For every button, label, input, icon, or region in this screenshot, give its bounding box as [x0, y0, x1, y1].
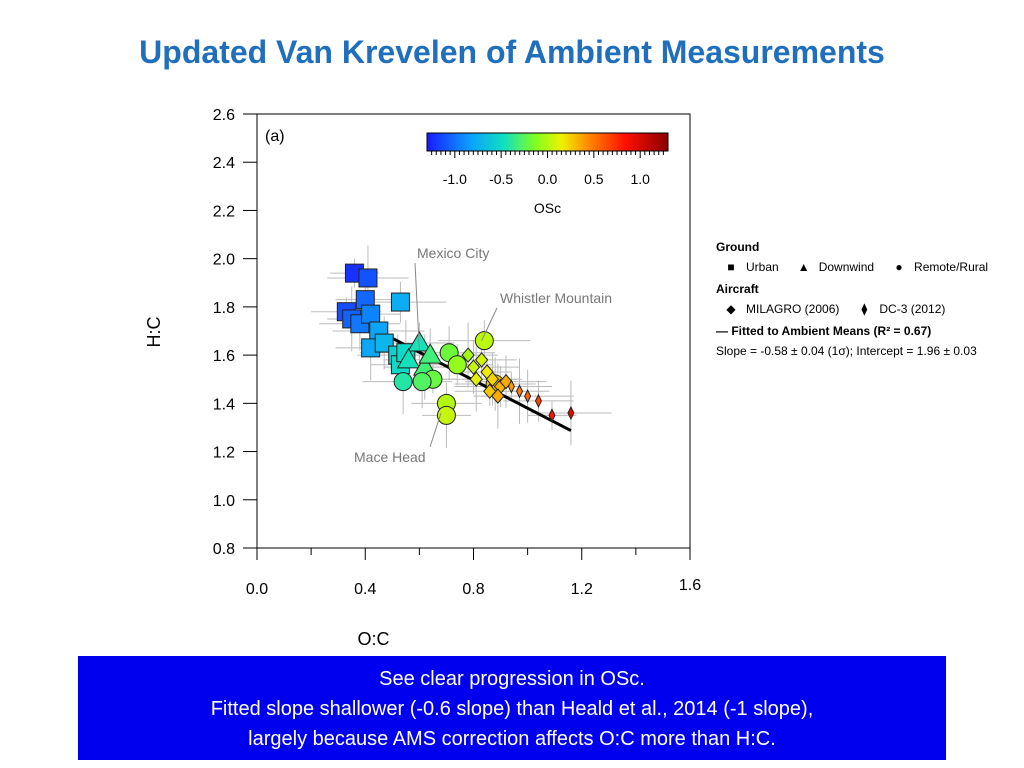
panel-label: (a) — [265, 128, 285, 145]
x-tick-label: 1.2 — [571, 581, 593, 598]
y-tick-label: 1.8 — [213, 300, 235, 317]
dc3-marker — [567, 405, 575, 421]
thin-diamond-icon: ⧫ — [861, 302, 868, 316]
dc3-marker — [507, 379, 515, 394]
y-tick-label: 2.4 — [213, 155, 235, 172]
x-tick-label: 0.4 — [354, 581, 376, 598]
caption-line-2: Fitted slope shallower (-0.6 slope) than… — [210, 698, 814, 720]
annotation-leader — [414, 262, 420, 351]
dc3-marker — [548, 408, 556, 423]
remote-marker — [447, 355, 467, 375]
diamond-icon: ◆ — [726, 302, 736, 316]
van-krevelen-chart: 0.8 1.0 1.2 1.4 1.6 1.8 2.0 2.2 2.4 2.6 0.0 0.4 0.8 1… — [144, 107, 701, 649]
annotation-label: Mexico City — [417, 245, 489, 261]
legend-urban-label: Urban — [746, 260, 779, 274]
y-tick-label: 1.2 — [213, 445, 235, 462]
dc3-marker — [524, 388, 532, 404]
y-tick-label: 2.2 — [213, 203, 235, 220]
remote-marker — [436, 405, 456, 425]
annotation-label: Mace Head — [354, 449, 426, 465]
caption-box: See clear progression in OSc. Fitted slo… — [78, 656, 946, 760]
remote-marker — [412, 372, 432, 392]
downwind-marker — [418, 343, 443, 364]
colorbar-tick-label: 0.0 — [538, 171, 558, 187]
y-tick-label: 1.6 — [213, 348, 235, 365]
legend: Ground ■ Urban ▲ Downwind ● Remote/Rural… — [716, 240, 1016, 358]
x-tick-label: 0.0 — [246, 581, 268, 598]
milagro-marker — [485, 371, 500, 387]
square-icon: ■ — [727, 260, 735, 274]
legend-milagro-label: MILAGRO (2006) — [746, 302, 840, 316]
legend-ground-header: Ground — [716, 240, 760, 254]
colorbar-tick-label: -1.0 — [443, 171, 467, 187]
caption-line-3: largely because AMS correction affects O… — [248, 728, 776, 750]
x-axis-label: O:C — [357, 629, 389, 649]
colorbar-label: OSc — [534, 200, 561, 216]
colorbar-tick-label: -0.5 — [489, 171, 513, 187]
annotation-label: Whistler Mountain — [500, 290, 612, 306]
caption-line-1: See clear progression in OSc. — [379, 668, 645, 690]
y-tick-label: 2.0 — [213, 252, 235, 269]
triangle-icon: ▲ — [797, 260, 810, 274]
annotation-leader — [481, 307, 498, 341]
milagro-marker — [474, 352, 489, 368]
dc3-marker — [515, 384, 524, 399]
remote-marker — [393, 372, 413, 392]
legend-remote-label: Remote/Rural — [914, 260, 989, 274]
legend-aircraft-row: ◆ MILAGRO (2006) ⧫ DC-3 (2012) — [724, 302, 1016, 316]
annotation-leader — [429, 412, 442, 448]
milagro-marker — [461, 347, 475, 363]
y-tick-label: 1.0 — [213, 493, 235, 510]
y-axis-label: H:C — [144, 317, 164, 348]
circle-icon: ● — [895, 260, 903, 274]
y-tick-label: 1.4 — [213, 396, 235, 413]
legend-ground-row: ■ Urban ▲ Downwind ● Remote/Rural — [724, 260, 1016, 274]
urban-marker — [361, 304, 381, 324]
legend-fit-stats: Slope = -0.58 ± 0.04 (1σ); Intercept = 1… — [716, 344, 977, 358]
y-tick-label: 0.8 — [213, 541, 235, 558]
legend-dc3-label: DC-3 (2012) — [879, 302, 946, 316]
dc3-marker — [534, 393, 543, 409]
milagro-marker — [469, 371, 483, 387]
x-tick-label: 0.8 — [462, 581, 484, 598]
remote-marker — [474, 331, 494, 351]
colorbar-tick-label: 1.0 — [630, 171, 650, 187]
urban-marker — [358, 268, 378, 288]
x-tick-label: 1.6 — [679, 577, 701, 594]
urban-marker — [390, 292, 410, 312]
legend-fit-label: — Fitted to Ambient Means (R² = 0.67) — [716, 324, 932, 338]
milagro-marker — [491, 388, 505, 404]
colorbar — [426, 132, 669, 152]
colorbar-tick-label: 0.5 — [584, 171, 604, 187]
downwind-marker — [396, 347, 421, 369]
slide-title: Updated Van Krevelen of Ambient Measurem… — [139, 34, 885, 70]
plot-frame — [256, 113, 691, 549]
milagro-marker — [466, 359, 481, 375]
legend-downwind-label: Downwind — [818, 260, 875, 274]
legend-aircraft-header: Aircraft — [716, 282, 759, 296]
y-tick-label: 2.6 — [213, 107, 235, 124]
